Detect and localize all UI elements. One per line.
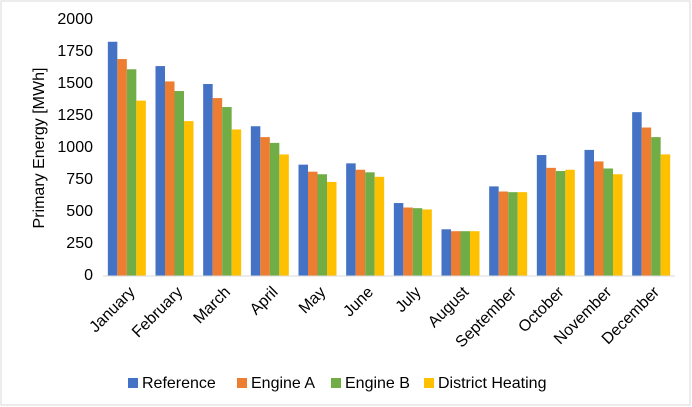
bar <box>231 129 242 276</box>
legend-swatch <box>424 378 434 388</box>
bar <box>451 231 461 276</box>
bar <box>174 91 184 276</box>
bar <box>346 163 356 276</box>
bar <box>308 171 318 276</box>
bar <box>508 192 518 276</box>
bar <box>250 126 261 277</box>
bar <box>536 155 547 276</box>
bar <box>165 81 175 276</box>
bar <box>355 169 366 276</box>
bar <box>222 107 232 276</box>
y-tick-label: 1500 <box>57 75 93 92</box>
legend-label: Engine B <box>345 375 410 392</box>
bar <box>403 207 413 276</box>
bar <box>279 154 289 276</box>
bar <box>136 100 146 276</box>
bar <box>460 231 470 276</box>
legend-label: Engine A <box>251 375 315 392</box>
legend-label: Reference <box>142 375 216 392</box>
legend-label: District Heating <box>438 375 546 392</box>
legend-swatch <box>331 378 341 388</box>
bar <box>203 84 213 276</box>
bar <box>555 171 566 276</box>
bar <box>327 181 337 276</box>
bar <box>393 203 404 276</box>
bar <box>441 229 451 276</box>
bar <box>212 98 223 276</box>
bar <box>107 41 118 277</box>
y-tick-label: 750 <box>66 171 93 188</box>
bar <box>422 209 432 276</box>
bar <box>298 164 308 276</box>
bar <box>317 174 327 276</box>
y-axis-label: Primary Energy [MWh] <box>31 68 48 229</box>
bar <box>660 154 671 276</box>
bar <box>489 186 499 276</box>
bar <box>412 208 423 276</box>
bar <box>126 69 137 276</box>
bar <box>155 66 165 276</box>
y-tick-label: 1250 <box>57 107 93 124</box>
legend-swatch <box>128 378 138 388</box>
bar <box>584 149 594 276</box>
bar <box>365 172 375 276</box>
bar <box>269 142 280 276</box>
bar <box>117 59 127 276</box>
bar <box>603 168 613 276</box>
y-tick-label: 2000 <box>57 11 93 28</box>
bar <box>260 137 270 276</box>
bar <box>565 169 575 276</box>
bar <box>498 191 509 276</box>
bar <box>594 161 604 276</box>
bar <box>632 112 642 276</box>
bar <box>184 121 194 277</box>
y-tick-label: 1000 <box>57 139 93 156</box>
y-tick-label: 0 <box>84 267 93 284</box>
y-tick-label: 250 <box>66 235 93 252</box>
bar <box>613 174 623 276</box>
bar <box>651 137 661 276</box>
y-tick-label: 500 <box>66 203 93 220</box>
bar <box>546 167 556 276</box>
y-tick-label: 1750 <box>57 43 93 60</box>
bar <box>470 231 480 276</box>
bar <box>517 192 528 276</box>
bar <box>641 127 652 277</box>
bar <box>374 176 385 276</box>
legend-swatch <box>237 378 247 388</box>
